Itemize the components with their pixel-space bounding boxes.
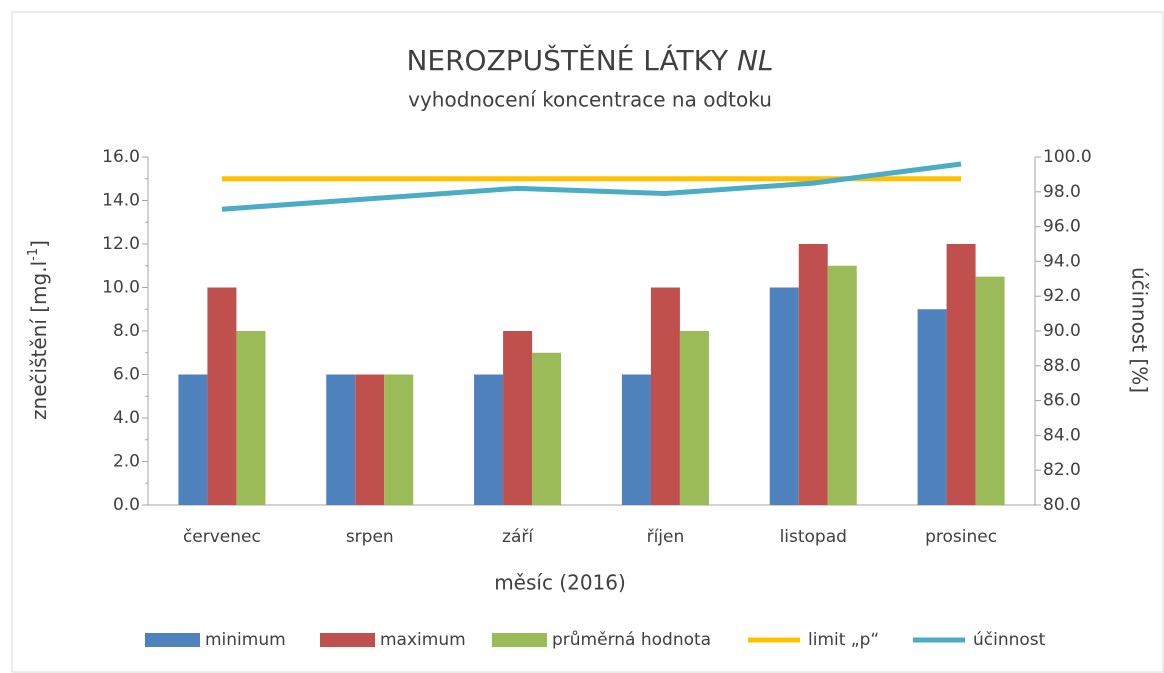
y-tick-label: 12.0 xyxy=(102,234,140,254)
bar xyxy=(503,331,533,505)
chart-title: NEROZPUŠTĚNÉ LÁTKY NL xyxy=(406,43,773,77)
x-tick-label: červenec xyxy=(183,527,261,547)
y2-tick-label: 80.0 xyxy=(1043,495,1081,515)
bar xyxy=(946,244,976,505)
y2-tick-label: 88.0 xyxy=(1043,356,1081,376)
bar xyxy=(355,374,385,505)
legend-swatch xyxy=(145,633,200,647)
legend-label: účinnost xyxy=(973,630,1046,650)
x-tick-label: říjen xyxy=(647,527,685,547)
y2-tick-label: 92.0 xyxy=(1043,286,1081,306)
bar xyxy=(384,374,414,505)
x-tick-label: září xyxy=(502,527,534,547)
y-tick-label: 2.0 xyxy=(113,452,140,472)
y-tick-label: 8.0 xyxy=(113,321,140,341)
bar xyxy=(207,287,237,505)
y-tick-label: 0.0 xyxy=(113,495,140,515)
title-main: NEROZPUŠTĚNÉ LÁTKY xyxy=(406,43,728,77)
line-series xyxy=(221,161,962,212)
bar xyxy=(975,276,1005,505)
y2-tick-label: 82.0 xyxy=(1043,460,1081,480)
y2-tick-label: 90.0 xyxy=(1043,321,1081,341)
legend-label: maximum xyxy=(380,630,466,650)
y-tick-label: 14.0 xyxy=(102,191,140,211)
bar xyxy=(798,244,828,505)
bar xyxy=(326,374,356,505)
x-tick-label: listopad xyxy=(780,527,847,547)
legend-label: průměrná hodnota xyxy=(552,630,711,650)
x-tick-label: srpen xyxy=(346,527,394,547)
y2-tick-label: 100.0 xyxy=(1043,147,1092,167)
y-label-end: ] xyxy=(27,240,51,248)
bar xyxy=(650,287,680,505)
legend-label: minimum xyxy=(205,630,286,650)
y2-axis-label: účinnost [%] xyxy=(1128,267,1152,393)
bar xyxy=(236,331,266,505)
bar xyxy=(621,374,651,505)
legend-swatch xyxy=(492,633,547,647)
bar xyxy=(532,352,562,505)
bar xyxy=(917,309,947,505)
bar xyxy=(769,287,799,505)
x-axis-label: měsíc (2016) xyxy=(494,571,626,595)
y2-tick-label: 94.0 xyxy=(1043,251,1081,271)
y2-tick-label: 86.0 xyxy=(1043,391,1081,411)
legend-label: limit „p“ xyxy=(808,630,879,650)
bar xyxy=(178,374,208,505)
y-label-sup: -1 xyxy=(26,248,41,261)
y2-tick-label: 98.0 xyxy=(1043,182,1081,202)
y-axis-label: znečištění [mg.l-1] xyxy=(26,240,51,420)
legend-swatch xyxy=(320,633,375,647)
y-tick-label: 6.0 xyxy=(113,365,140,385)
y2-tick-label: 84.0 xyxy=(1043,425,1081,445)
bar xyxy=(827,265,857,505)
bar xyxy=(474,374,504,505)
y-tick-label: 4.0 xyxy=(113,408,140,428)
y2-tick-label: 96.0 xyxy=(1043,217,1081,237)
y-tick-label: 10.0 xyxy=(102,278,140,298)
bar xyxy=(679,331,709,505)
title-emphasis: NL xyxy=(737,44,774,77)
x-tick-label: prosinec xyxy=(925,527,997,547)
y-label-text: znečištění [mg.l xyxy=(27,261,51,420)
chart-subtitle: vyhodnocení koncentrace na odtoku xyxy=(408,88,772,112)
y-tick-label: 16.0 xyxy=(102,147,140,167)
